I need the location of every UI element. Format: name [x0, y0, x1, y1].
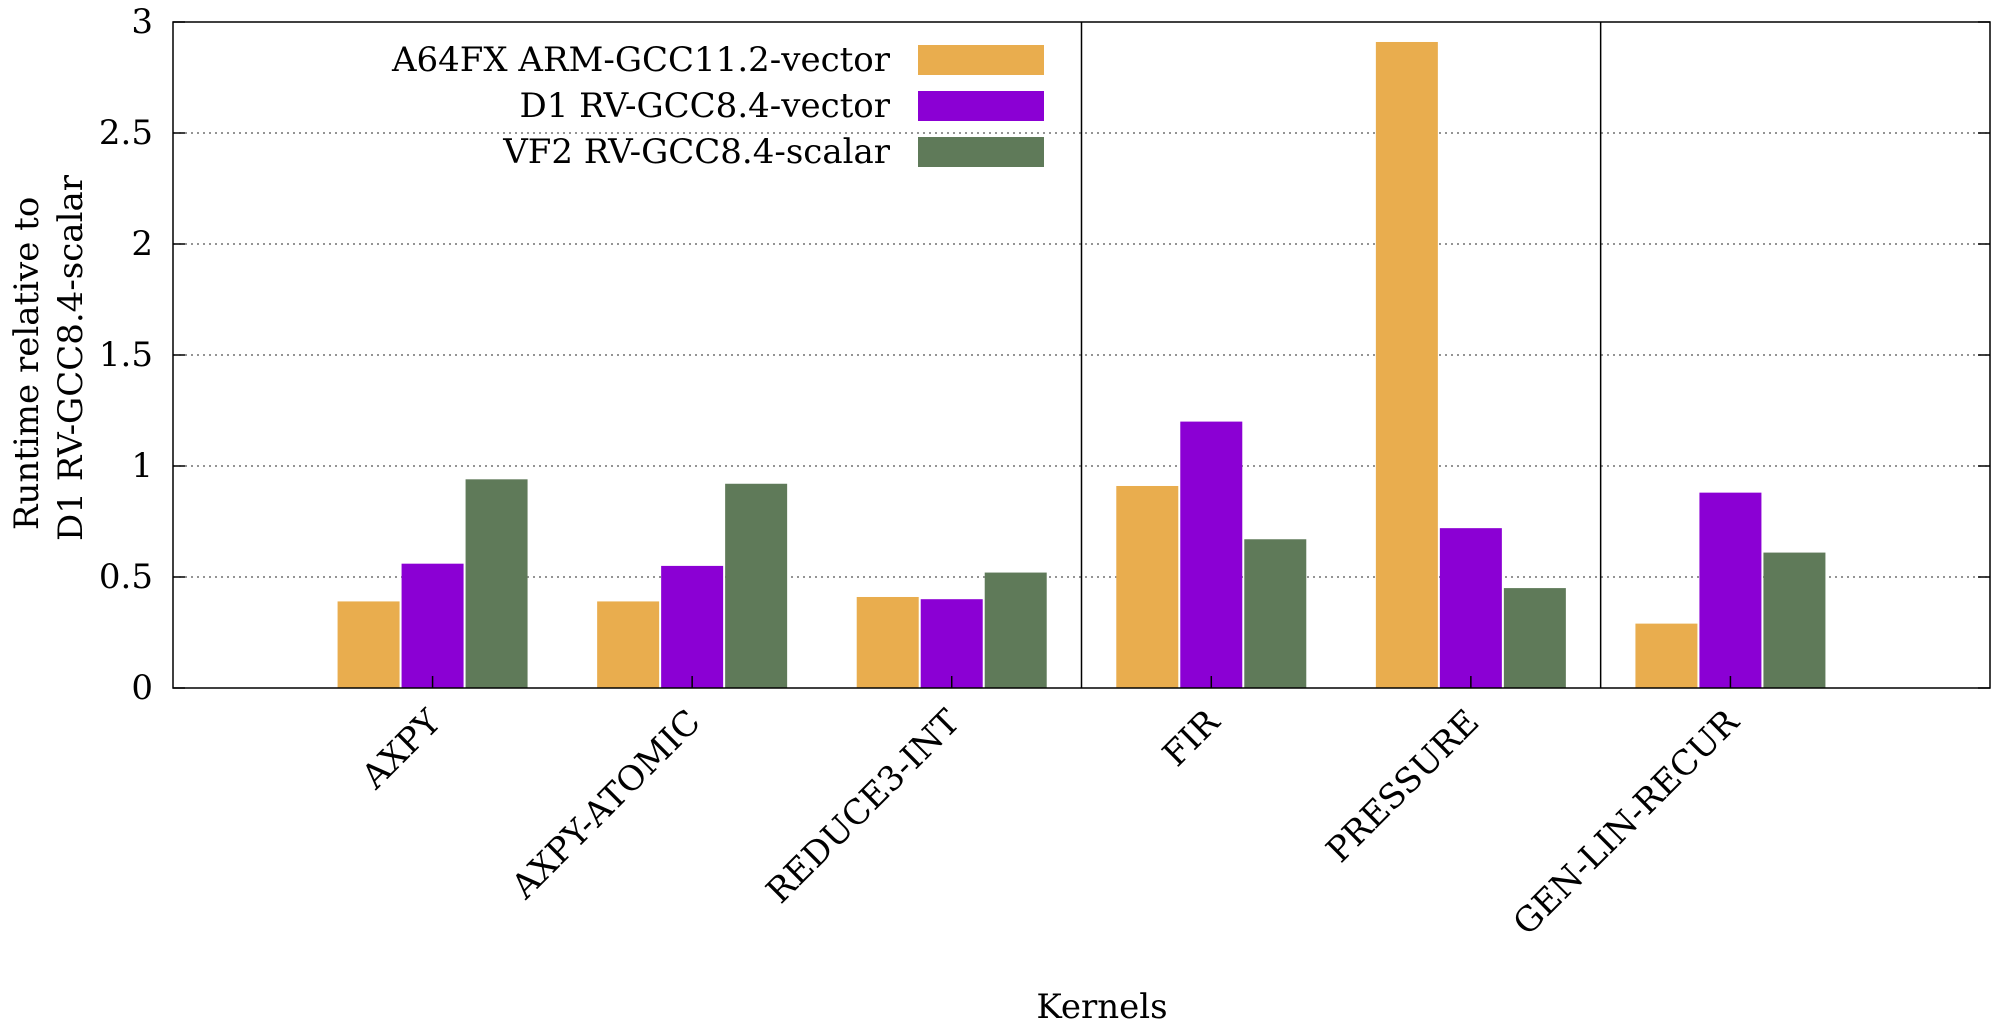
y-tick-label: 2	[131, 224, 153, 264]
bar	[1763, 552, 1826, 688]
bar	[465, 479, 528, 688]
group-separators	[1080, 22, 1602, 688]
x-category-label: REDUCE3-INT	[759, 702, 969, 912]
x-category-label: GEN-LIN-RECUR	[1506, 701, 1748, 943]
y-axis-ticks: 0 0.5 1 1.5 2 2.5 3	[99, 2, 1990, 708]
bar	[1180, 421, 1243, 688]
x-axis-category-labels: AXPY AXPY-ATOMIC REDUCE3-INT FIR PRESSURE GEN…	[353, 676, 1748, 943]
bar	[984, 572, 1047, 688]
y-axis-title-line-1: Runtime relative to	[7, 197, 47, 530]
y-tick-label: 1	[131, 446, 153, 486]
y-tick-label: 0.5	[99, 557, 153, 597]
x-axis-title: Kernels	[1036, 987, 1167, 1025]
bar	[1699, 492, 1762, 688]
bar	[920, 599, 983, 688]
bar	[1375, 41, 1438, 689]
legend-swatch	[918, 137, 1044, 167]
legend-label: A64FX ARM-GCC11.2-vector	[391, 40, 891, 80]
x-category-label: FIR	[1155, 701, 1229, 775]
y-tick-label: 2.5	[99, 113, 153, 153]
x-category-label: AXPY	[353, 702, 449, 798]
bar	[1116, 485, 1179, 688]
bar	[1439, 528, 1502, 688]
bar	[337, 601, 400, 688]
x-category-label: AXPY-ATOMIC	[503, 702, 708, 907]
bar	[1503, 588, 1566, 688]
bar	[856, 596, 919, 688]
y-tick-label: 0	[131, 668, 153, 708]
bars	[337, 41, 1826, 689]
bar	[661, 565, 724, 688]
legend-swatch	[918, 45, 1044, 75]
legend-swatch	[918, 91, 1044, 121]
bar	[1635, 623, 1698, 688]
y-tick-label: 1.5	[99, 335, 153, 375]
legend: A64FX ARM-GCC11.2-vector D1 RV-GCC8.4-vec…	[391, 40, 1044, 172]
bar	[401, 563, 464, 688]
bar	[597, 601, 660, 688]
bar	[1244, 539, 1307, 688]
legend-label: D1 RV-GCC8.4-vector	[519, 86, 890, 126]
x-category-label: PRESSURE	[1319, 702, 1488, 871]
legend-label: VF2 RV-GCC8.4-scalar	[502, 132, 891, 172]
bar	[725, 483, 788, 688]
y-axis-title-line-2: D1 RV-GCC8.4-scalar	[51, 174, 91, 541]
y-tick-label: 3	[131, 2, 153, 42]
y-axis-title: Runtime relative to D1 RV-GCC8.4-scalar	[7, 174, 91, 541]
